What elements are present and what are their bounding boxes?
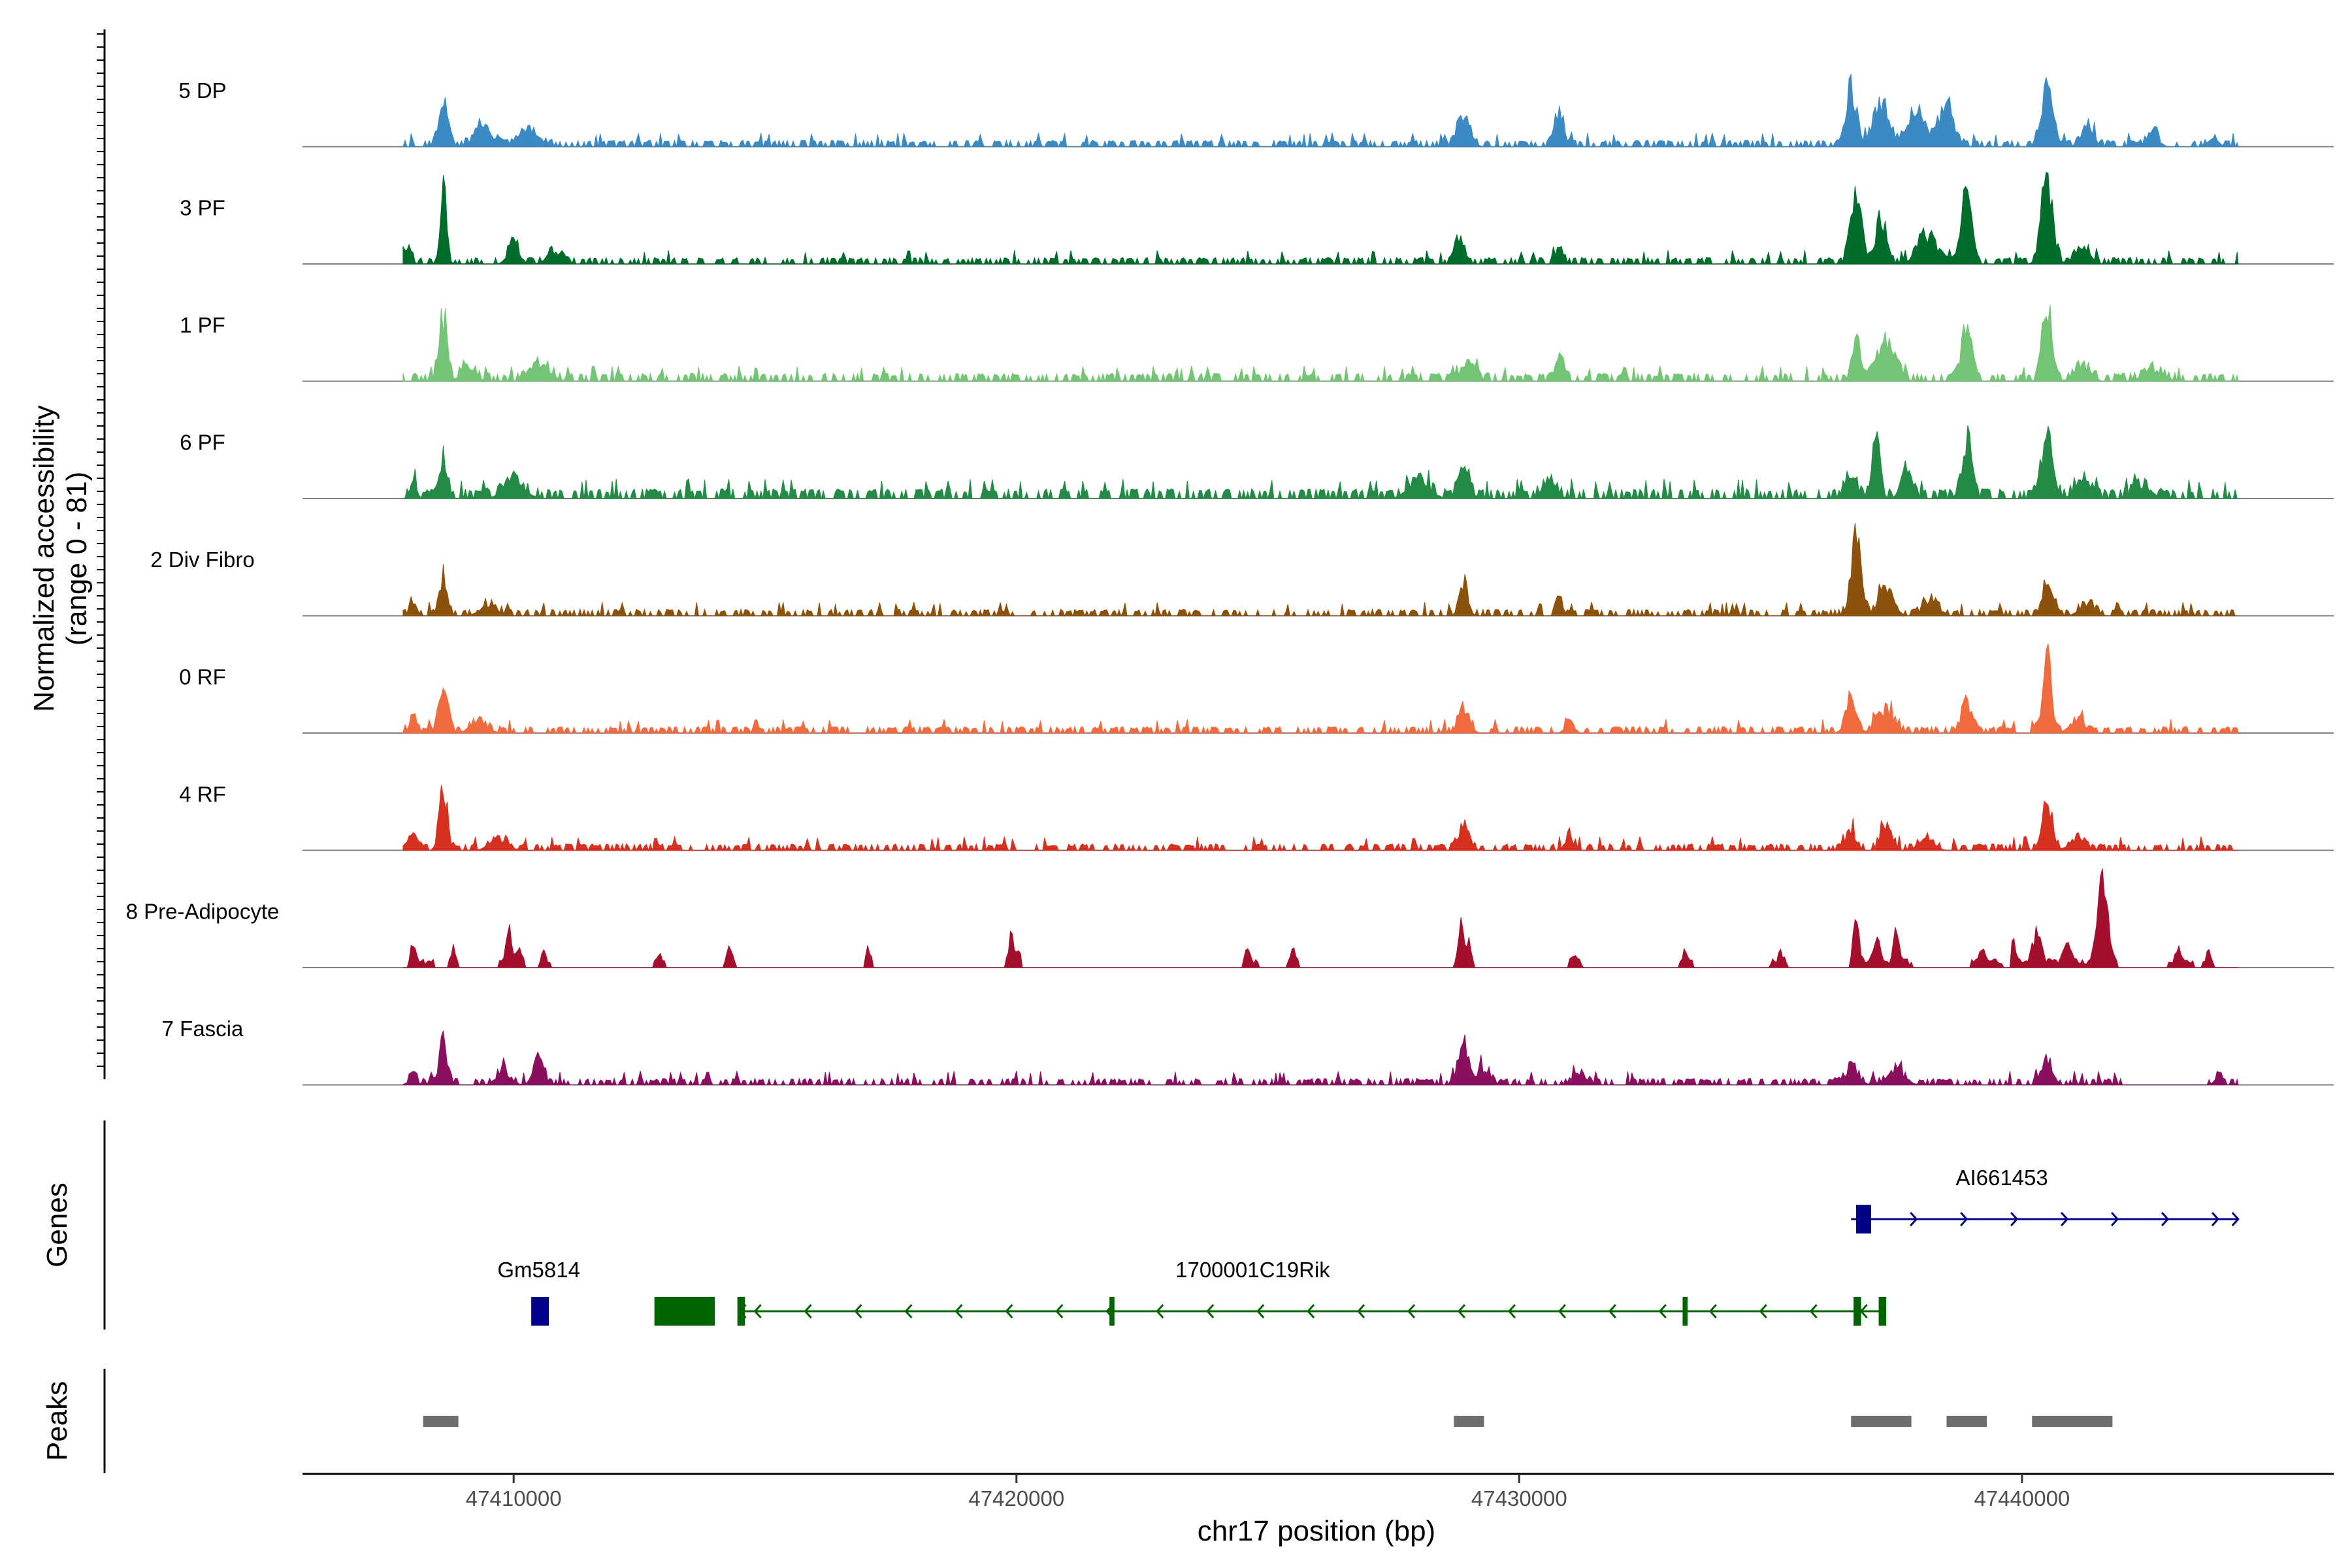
gene-gm5814: Gm5814 bbox=[497, 1258, 580, 1326]
strand-arrow bbox=[804, 1303, 812, 1319]
strand-arrow bbox=[1809, 1303, 1818, 1319]
strand-arrow bbox=[1558, 1303, 1567, 1319]
strand-arrow bbox=[2061, 1211, 2069, 1227]
track-3-pf: 3 PF bbox=[180, 172, 2334, 265]
gene-exon bbox=[531, 1297, 549, 1326]
track-label: 2 Div Fibro bbox=[150, 547, 255, 572]
strand-arrow bbox=[2211, 1211, 2220, 1227]
strand-arrow bbox=[1357, 1303, 1365, 1319]
strand-arrow bbox=[1256, 1303, 1265, 1319]
peak-region bbox=[1946, 1416, 1987, 1427]
strand-arrow bbox=[1457, 1303, 1466, 1319]
coverage-area-7-fascia bbox=[402, 1030, 2239, 1086]
x-axis-title: chr17 position (bp) bbox=[1198, 1515, 1435, 1547]
strand-arrow bbox=[955, 1303, 963, 1319]
track-label: 0 RF bbox=[179, 665, 226, 689]
strand-arrow bbox=[1206, 1303, 1215, 1319]
track-6-pf: 6 PF bbox=[180, 425, 2334, 500]
gene-annotation-track: AI661453 Gm5814 1700001C19Rik bbox=[497, 1166, 2240, 1326]
strand-arrow bbox=[2110, 1211, 2119, 1227]
gene-exon bbox=[1682, 1297, 1688, 1326]
peaks-panel-title: Peaks bbox=[41, 1381, 73, 1461]
strand-arrow bbox=[1307, 1303, 1315, 1319]
strand-arrow bbox=[2231, 1211, 2240, 1227]
coverage-area-6-pf bbox=[402, 425, 2238, 500]
gene-ai661453: AI661453 bbox=[1851, 1166, 2240, 1233]
coverage-y-axis-ticks bbox=[97, 33, 105, 1067]
gene-label: AI661453 bbox=[1955, 1166, 2048, 1190]
gene-label: 1700001C19Rik bbox=[1175, 1258, 1330, 1282]
strand-arrow bbox=[1055, 1303, 1064, 1319]
strand-arrow bbox=[1407, 1303, 1416, 1319]
y-axis-range-label: (range 0 - 81) bbox=[61, 472, 93, 646]
x-axis-ticks: 47410000 47420000 47430000 47440000 bbox=[466, 1474, 2070, 1511]
coverage-area-8-pre-adipocyte bbox=[402, 868, 2238, 968]
track-label: 1 PF bbox=[180, 313, 225, 337]
coverage-area-2-div-fibro bbox=[402, 523, 2238, 617]
y-axis-title: Normalized accessibility (range 0 - 81) bbox=[28, 405, 93, 711]
strand-arrow bbox=[2010, 1211, 2019, 1227]
track-5-dp: 5 DP bbox=[178, 74, 2334, 148]
coverage-area-1-pf bbox=[402, 304, 2239, 383]
strand-arrow bbox=[753, 1303, 762, 1319]
track-label: 3 PF bbox=[180, 196, 225, 220]
track-label: 4 RF bbox=[179, 782, 226, 806]
track-1-pf: 1 PF bbox=[180, 304, 2334, 383]
gene-exon bbox=[1854, 1297, 1861, 1326]
track-label: 7 Fascia bbox=[162, 1017, 244, 1041]
coverage-area-0-rf bbox=[402, 644, 2239, 734]
gene-1700001c19rik: 1700001C19Rik bbox=[654, 1258, 1887, 1326]
coverage-tracks: 5 DP 3 PF 1 PF 6 PF 2 Div Fibro 0 RF 4 RF 8 Pre… bbox=[126, 74, 2334, 1086]
genes-panel-title: Genes bbox=[41, 1183, 73, 1267]
peak-region bbox=[423, 1416, 459, 1427]
peak-region bbox=[1454, 1416, 1484, 1427]
track-7-fascia: 7 Fascia bbox=[162, 1017, 2334, 1086]
gene-exon bbox=[1878, 1297, 1887, 1326]
strand-arrow bbox=[854, 1303, 862, 1319]
track-label: 8 Pre-Adipocyte bbox=[126, 900, 280, 924]
strand-arrow bbox=[1608, 1303, 1616, 1319]
peak-region bbox=[1851, 1416, 1912, 1427]
gene-exon bbox=[654, 1297, 715, 1326]
x-axis-tick-label: 47410000 bbox=[466, 1486, 562, 1511]
strand-arrow bbox=[904, 1303, 913, 1319]
gene-exon bbox=[1109, 1297, 1115, 1326]
strand-arrow bbox=[1759, 1303, 1767, 1319]
gene-exon bbox=[737, 1297, 745, 1326]
x-axis-tick-label: 47430000 bbox=[1471, 1486, 1567, 1511]
track-2-div-fibro: 2 Div Fibro bbox=[150, 523, 2334, 617]
coverage-area-4-rf bbox=[402, 785, 2238, 852]
track-label: 6 PF bbox=[180, 431, 225, 455]
peak-annotation-track bbox=[423, 1416, 2113, 1427]
strand-arrow bbox=[1507, 1303, 1516, 1319]
strand-arrow bbox=[1156, 1303, 1164, 1319]
x-axis-tick-label: 47420000 bbox=[968, 1486, 1064, 1511]
strand-arrow bbox=[2161, 1211, 2170, 1227]
strand-arrow bbox=[1960, 1211, 1968, 1227]
strand-arrow bbox=[1005, 1303, 1013, 1319]
strand-arrow bbox=[1708, 1303, 1717, 1319]
gene-label: Gm5814 bbox=[497, 1258, 580, 1282]
track-4-rf: 4 RF bbox=[179, 782, 2334, 852]
strand-arrow bbox=[1910, 1211, 1918, 1227]
coverage-area-5-dp bbox=[402, 74, 2239, 148]
track-label: 5 DP bbox=[178, 78, 226, 103]
peak-region bbox=[2032, 1416, 2113, 1427]
strand-arrow bbox=[1658, 1303, 1667, 1319]
x-axis-tick-label: 47440000 bbox=[1974, 1486, 2070, 1511]
gene-exon bbox=[1855, 1205, 1872, 1233]
strand-arrow bbox=[1859, 1303, 1868, 1319]
y-axis-label: Normalized accessibility bbox=[28, 405, 60, 711]
track-0-rf: 0 RF bbox=[179, 644, 2334, 734]
track-8-pre-adipocyte: 8 Pre-Adipocyte bbox=[126, 868, 2334, 968]
coverage-area-3-pf bbox=[402, 172, 2239, 265]
